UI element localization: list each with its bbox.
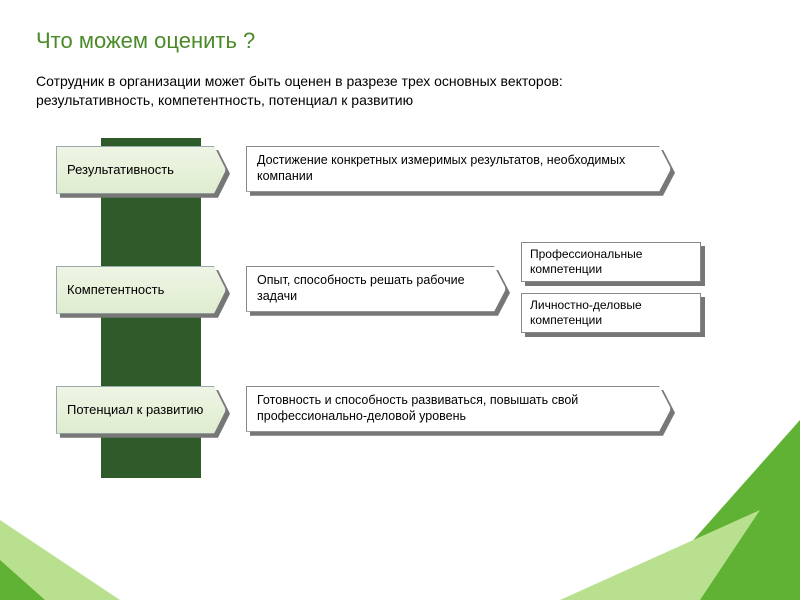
label-text: Потенциал к развитию: [67, 402, 203, 417]
desc-potential: Готовность и способность развиваться, по…: [246, 386, 671, 432]
slide-subtitle: Сотрудник в организации может быть оцене…: [36, 72, 676, 110]
label-results: Результативность: [56, 146, 226, 194]
desc-text: Достижение конкретных измеримых результа…: [257, 153, 656, 184]
diagram: Результативность Достижение конкретных и…: [56, 138, 764, 518]
subbox-professional: Профессиональные компетенции: [521, 242, 701, 282]
label-text: Компетентность: [67, 282, 164, 297]
desc-competence: Опыт, способность решать рабочие задачи: [246, 266, 506, 312]
label-text: Результативность: [67, 162, 174, 177]
subbox-text: Личностно-деловые компетенции: [530, 298, 692, 327]
label-competence: Компетентность: [56, 266, 226, 314]
desc-results: Достижение конкретных измеримых результа…: [246, 146, 671, 192]
desc-text: Опыт, способность решать рабочие задачи: [257, 273, 491, 304]
label-potential: Потенциал к развитию: [56, 386, 226, 434]
slide-title: Что можем оценить ?: [36, 28, 764, 54]
desc-text: Готовность и способность развиваться, по…: [257, 393, 656, 424]
subbox-text: Профессиональные компетенции: [530, 247, 692, 276]
subbox-personal: Личностно-деловые компетенции: [521, 293, 701, 333]
